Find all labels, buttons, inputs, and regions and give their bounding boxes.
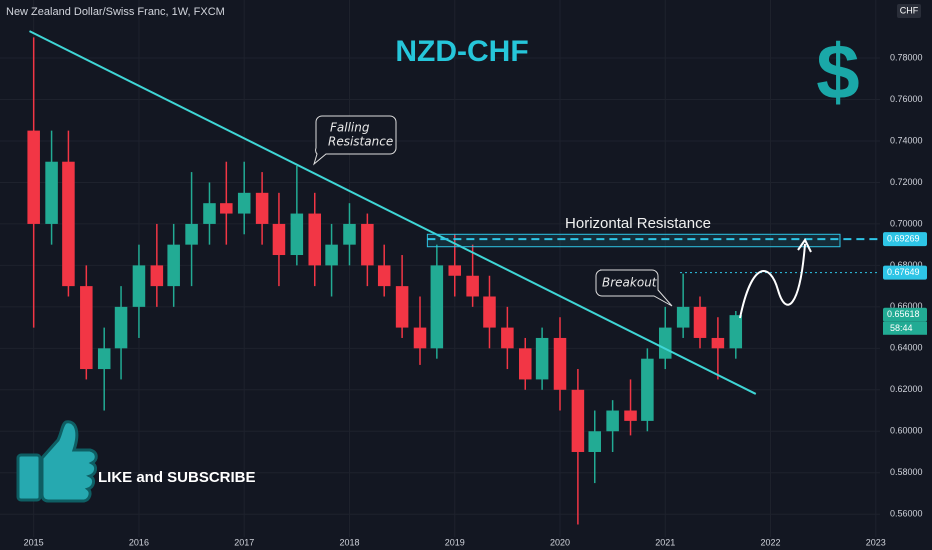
candle-body [711, 337, 725, 349]
price-label: 0.69269 [887, 233, 920, 243]
candle-body [27, 130, 40, 224]
candle-body [237, 192, 251, 214]
callout [595, 269, 673, 307]
y-tick-label: 0.76000 [890, 94, 923, 104]
candle-body [535, 337, 549, 380]
grid [0, 0, 880, 537]
currency: CHF [900, 5, 919, 15]
countdown-box [883, 321, 927, 335]
y-tick-label: 0.70000 [890, 218, 923, 228]
candle-body [430, 265, 444, 349]
candle-body [290, 213, 304, 256]
x-tick-label: 2021 [655, 537, 675, 547]
candle-body [413, 327, 427, 349]
x-tick-label: 2017 [234, 537, 254, 547]
candle-body [220, 203, 233, 214]
candle-body [255, 192, 269, 224]
annotation: Falling [330, 121, 370, 135]
candle-body [501, 327, 514, 349]
x-tick-label: 2018 [339, 537, 359, 547]
chart-title: NZD-CHF [395, 35, 528, 68]
candle-body [571, 389, 585, 452]
candle-body [361, 223, 374, 266]
candle-body [325, 244, 338, 266]
candle-body [448, 265, 461, 276]
price-label: 0.65618 [887, 309, 920, 319]
candle-body [272, 223, 286, 256]
currency-box [897, 4, 921, 18]
candle-body [132, 265, 146, 307]
candle-body [185, 223, 198, 245]
y-tick-label: 0.56000 [890, 509, 923, 519]
candle-body [80, 286, 93, 370]
callout [313, 115, 397, 166]
thumbs-up-icon [16, 420, 98, 503]
resistance-zone [426, 233, 841, 248]
candle-body [693, 306, 707, 338]
candle-body [676, 306, 690, 328]
candle-body [62, 161, 75, 287]
candle-body [624, 410, 637, 421]
candle-body [659, 327, 672, 359]
candle-body [343, 223, 356, 245]
trendline [29, 30, 757, 395]
x-tick-label: 2022 [761, 537, 781, 547]
header: New Zealand Dollar/Swiss Franc, 1W, FXCM [6, 6, 225, 18]
candle-body [466, 275, 479, 297]
y-tick-label: 0.68000 [890, 260, 923, 270]
y-tick-label: 0.60000 [890, 426, 923, 436]
cta: LIKE and SUBSCRIBE [98, 469, 256, 486]
candle-body [203, 203, 216, 224]
y-tick-label: 0.64000 [890, 343, 923, 353]
annotation: Resistance [328, 135, 393, 149]
x-tick-label: 2016 [129, 537, 149, 547]
candle-body [395, 286, 409, 328]
annotation: Breakout [602, 276, 658, 290]
dollar-icon: $ [816, 28, 859, 116]
candle-body [729, 315, 743, 349]
candle-body [377, 265, 391, 287]
candle-body [150, 265, 164, 287]
annotation: Horizontal Resistance [565, 215, 711, 232]
candle-body [588, 431, 601, 452]
y-tick-label: 0.72000 [890, 177, 923, 187]
candle-body [641, 358, 654, 421]
y-tick-label: 0.62000 [890, 384, 923, 394]
candle-body [483, 296, 496, 328]
x-tick-label: 2023 [866, 537, 886, 547]
candle-body [97, 348, 111, 370]
countdown: 58:44 [890, 323, 913, 333]
candle-body [45, 161, 58, 224]
price-label-box [883, 232, 927, 247]
candle-body [519, 348, 532, 380]
y-tick-label: 0.74000 [890, 135, 923, 145]
x-tick-label: 2019 [445, 537, 465, 547]
price-label: 0.67649 [887, 267, 920, 277]
candle-body [114, 306, 128, 349]
price-label-box [883, 265, 927, 280]
price-label-box [883, 307, 927, 322]
y-tick-label: 0.78000 [890, 52, 923, 62]
x-axis-strip [0, 537, 932, 550]
candle-body [167, 244, 180, 287]
candle-body [308, 213, 321, 266]
candle-body [553, 337, 567, 390]
x-tick-label: 2020 [550, 537, 570, 547]
arrow-head [797, 238, 812, 253]
x-tick-label: 2015 [24, 537, 44, 547]
y-tick-label: 0.66000 [890, 301, 923, 311]
y-tick-label: 0.58000 [890, 467, 923, 477]
candle-body [606, 410, 619, 432]
axes: 0.56000 0.58000 0.60000 0.62000 0.64000 0.660… [0, 52, 932, 550]
projection [739, 243, 806, 319]
